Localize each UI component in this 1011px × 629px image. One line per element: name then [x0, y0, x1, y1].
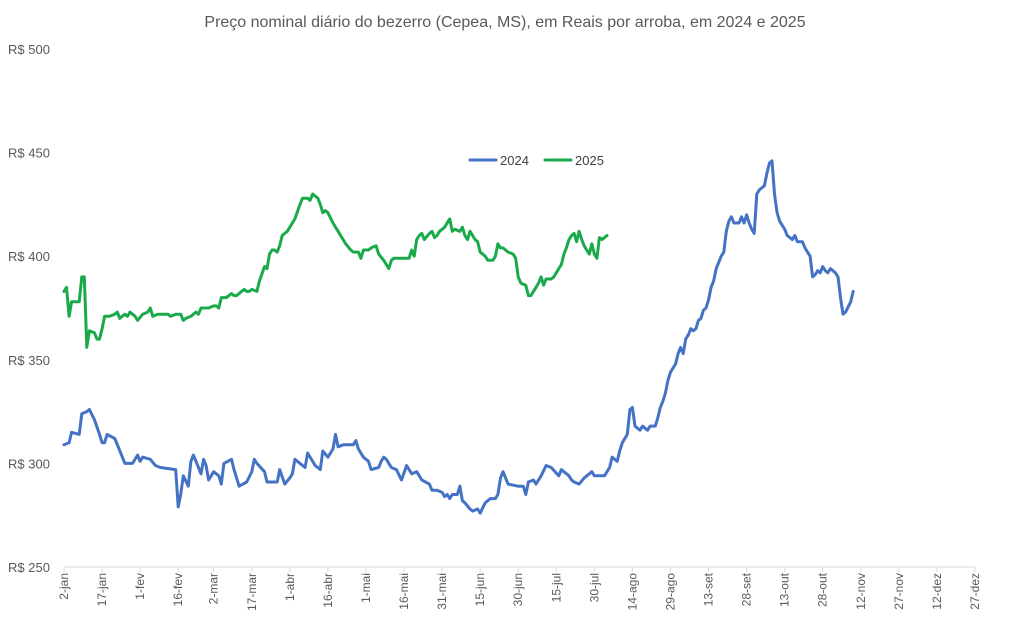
x-tick-label: 14-ago [625, 573, 639, 611]
x-tick-label: 1-fev [133, 573, 147, 600]
y-tick-label: R$ 300 [8, 456, 50, 471]
legend-label-2025: 2025 [575, 153, 604, 168]
y-axis-labels: R$ 250 R$ 300 R$ 350 R$ 400 R$ 450 R$ 500 [8, 42, 50, 575]
x-tick-label: 31-mai [435, 573, 449, 610]
y-tick-label: R$ 250 [8, 560, 50, 575]
x-tick-label: 27-dez [968, 573, 982, 610]
x-axis-ticks: 2-jan 17-jan 1-fev 16-fev 2-mar 17-mar 1-abr 16… [57, 567, 982, 611]
x-tick-label: 30-jun [511, 573, 525, 606]
chart-title: Preço nominal diário do bezerro (Cepea, … [204, 14, 805, 31]
x-tick-label: 2-jan [57, 573, 71, 600]
x-tick-label: 13-out [778, 572, 792, 607]
y-tick-label: R$ 350 [8, 353, 50, 368]
x-tick-label: 1-mai [359, 573, 373, 603]
x-tick-label: 16-abr [321, 573, 335, 608]
x-tick-label: 16-mai [397, 573, 411, 610]
x-tick-label: 12-nov [854, 573, 868, 610]
x-tick-label: 16-fev [171, 573, 185, 606]
x-tick-label: 27-nov [892, 573, 906, 610]
y-tick-label: R$ 400 [8, 249, 50, 264]
x-tick-label: 30-jul [587, 573, 601, 602]
x-tick-label: 2-mar [207, 573, 221, 604]
x-tick-label: 13-set [702, 572, 716, 606]
series-line-2024 [62, 159, 855, 515]
x-tick-label: 17-mar [245, 573, 259, 611]
x-tick-label: 28-out [816, 572, 830, 607]
legend: 2024 2025 [468, 153, 604, 168]
series-line-2025 [62, 192, 609, 349]
x-tick-label: 17-jan [95, 573, 109, 606]
x-tick-label: 15-jul [549, 573, 563, 602]
y-tick-label: R$ 450 [8, 146, 50, 161]
series-lines [62, 159, 855, 515]
legend-label-2024: 2024 [500, 153, 529, 168]
x-tick-label: 1-abr [283, 573, 297, 601]
x-tick-label: 15-jun [473, 573, 487, 606]
x-tick-label: 12-dez [930, 573, 944, 610]
y-tick-label: R$ 500 [8, 42, 50, 57]
x-tick-label: 29-ago [663, 573, 677, 611]
x-tick-label: 28-set [740, 572, 754, 606]
